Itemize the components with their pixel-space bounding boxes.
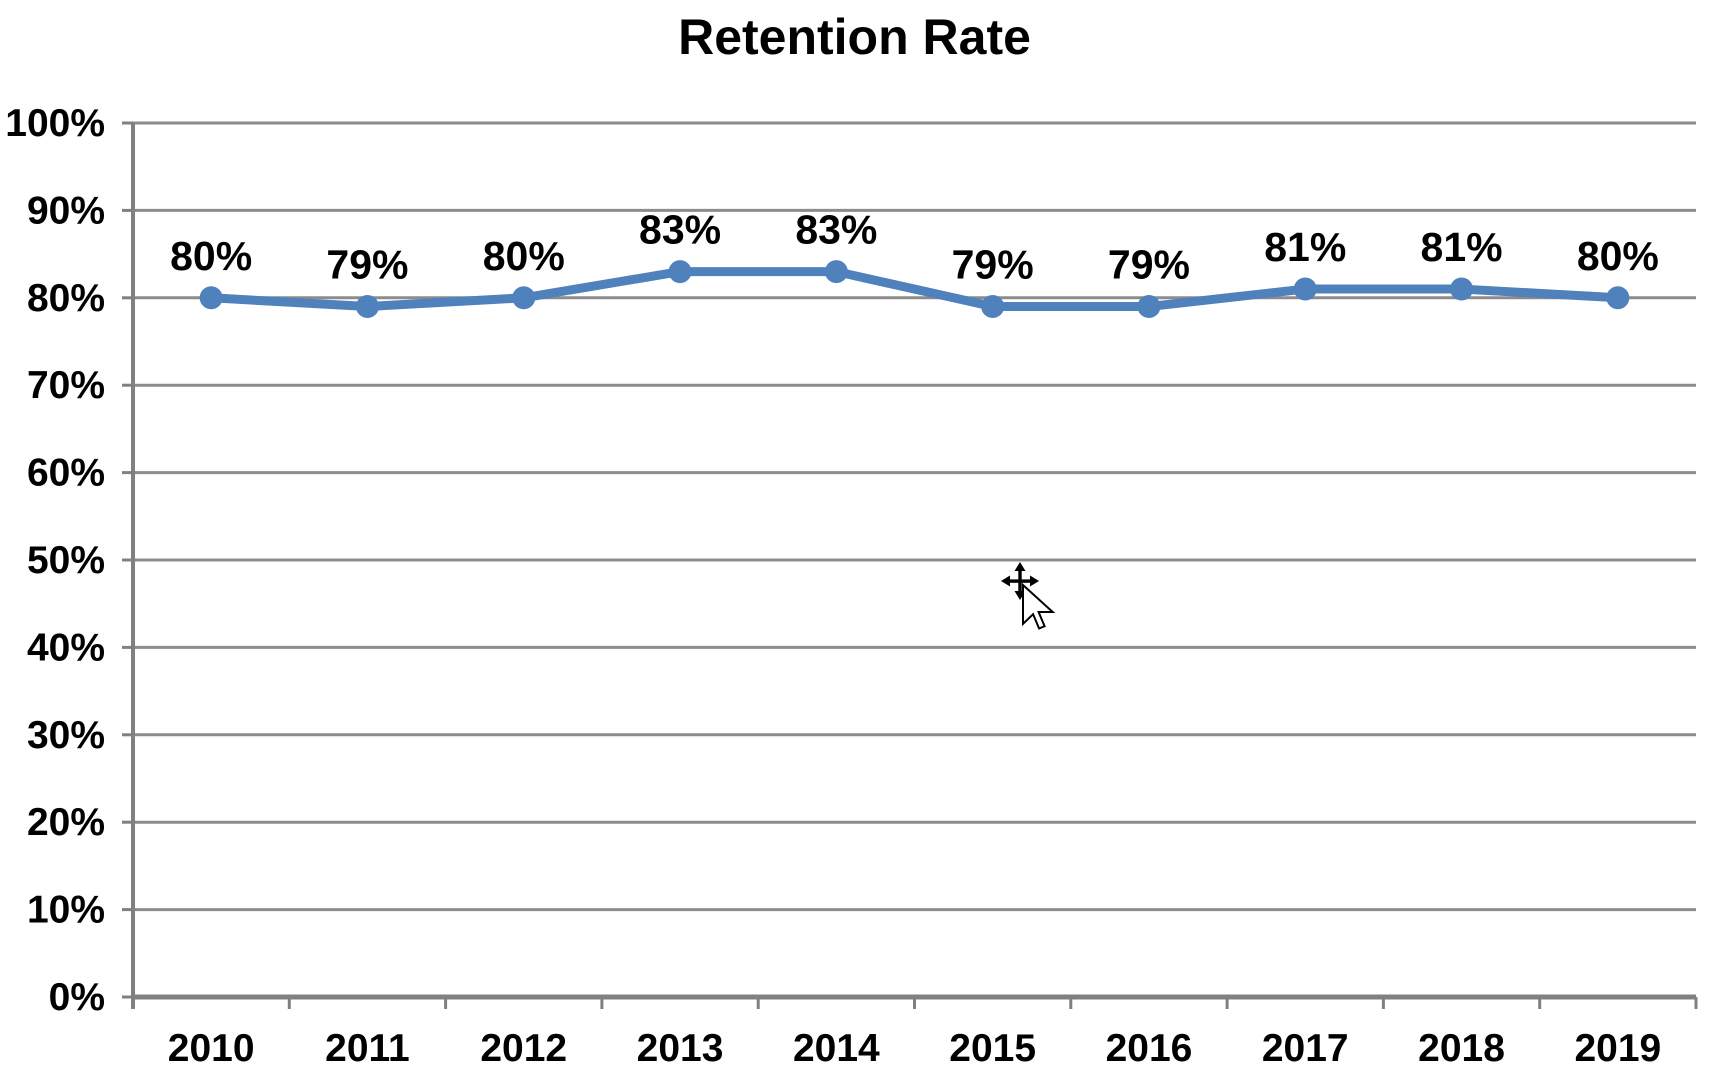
data-point: [1293, 277, 1317, 301]
x-axis-label: 2017: [1262, 1027, 1349, 1070]
y-axis-label: 30%: [27, 714, 105, 757]
y-axis-label: 40%: [27, 626, 105, 669]
data-point: [355, 295, 379, 319]
retention-series-line: [206, 267, 1623, 312]
data-label: 80%: [1577, 233, 1659, 279]
y-axis-label: 50%: [27, 539, 105, 582]
data-label: 79%: [326, 242, 408, 288]
data-label: 81%: [1421, 224, 1503, 270]
x-axis-label: 2019: [1574, 1027, 1661, 1070]
data-point: [668, 260, 692, 284]
data-label: 83%: [639, 207, 721, 253]
x-axis-label: 2013: [637, 1027, 724, 1070]
data-label: 79%: [1108, 242, 1190, 288]
x-axis-label: 2010: [168, 1027, 255, 1070]
y-axis-label: 100%: [5, 102, 105, 145]
x-axis-label: 2018: [1418, 1027, 1505, 1070]
data-label: 80%: [483, 233, 565, 279]
y-axis-label: 60%: [27, 452, 105, 495]
chart-title: Retention Rate: [678, 9, 1031, 65]
data-point: [981, 295, 1005, 319]
x-axis-label: 2011: [325, 1027, 410, 1070]
data-point: [1137, 295, 1161, 319]
data-point: [512, 286, 536, 310]
y-axis-label: 70%: [27, 364, 105, 407]
data-label: 83%: [795, 207, 877, 253]
data-label: 80%: [170, 233, 252, 279]
y-axis-label: 0%: [49, 976, 105, 1019]
x-axis-label: 2016: [1106, 1027, 1193, 1070]
y-axis-label: 10%: [27, 889, 105, 932]
data-point: [199, 286, 223, 310]
data-label: 81%: [1264, 224, 1346, 270]
x-axis-label: 2015: [949, 1027, 1036, 1070]
x-axis-label: 2014: [793, 1027, 880, 1070]
data-point: [1450, 277, 1474, 301]
y-axis-label: 80%: [27, 277, 105, 320]
y-axis-label: 20%: [27, 801, 105, 844]
data-label: 79%: [952, 242, 1034, 288]
data-point: [824, 260, 848, 284]
y-axis-label: 90%: [27, 189, 105, 232]
data-point: [1606, 286, 1630, 310]
x-axis-label: 2012: [480, 1027, 567, 1070]
